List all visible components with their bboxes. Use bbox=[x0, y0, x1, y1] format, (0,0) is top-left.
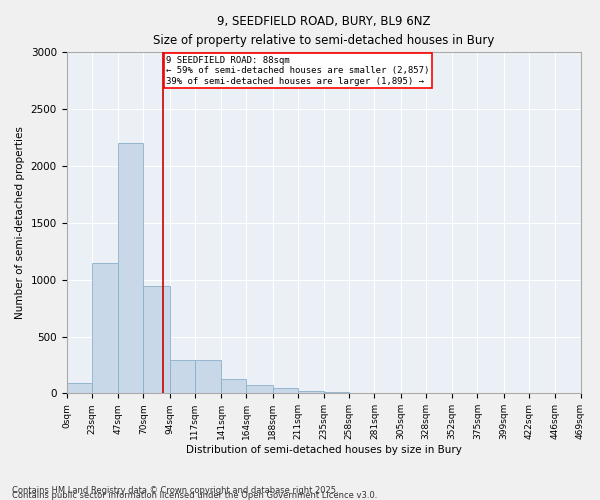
Bar bbox=[195, 360, 221, 394]
X-axis label: Distribution of semi-detached houses by size in Bury: Distribution of semi-detached houses by … bbox=[185, 445, 461, 455]
Bar bbox=[143, 286, 170, 394]
Bar bbox=[118, 144, 143, 394]
Bar bbox=[170, 360, 195, 394]
Y-axis label: Number of semi-detached properties: Number of semi-detached properties bbox=[15, 126, 25, 320]
Bar bbox=[298, 390, 324, 394]
Title: 9, SEEDFIELD ROAD, BURY, BL9 6NZ
Size of property relative to semi-detached hous: 9, SEEDFIELD ROAD, BURY, BL9 6NZ Size of… bbox=[153, 15, 494, 47]
Bar bbox=[324, 392, 349, 394]
Text: Contains HM Land Registry data © Crown copyright and database right 2025.: Contains HM Land Registry data © Crown c… bbox=[12, 486, 338, 495]
Bar bbox=[221, 378, 246, 394]
Bar bbox=[272, 388, 298, 394]
Bar bbox=[67, 383, 92, 394]
Bar bbox=[92, 262, 118, 394]
Bar bbox=[349, 393, 374, 394]
Text: Contains public sector information licensed under the Open Government Licence v3: Contains public sector information licen… bbox=[12, 491, 377, 500]
Bar bbox=[246, 386, 272, 394]
Text: 9 SEEDFIELD ROAD: 88sqm
← 59% of semi-detached houses are smaller (2,857)
39% of: 9 SEEDFIELD ROAD: 88sqm ← 59% of semi-de… bbox=[166, 56, 430, 86]
